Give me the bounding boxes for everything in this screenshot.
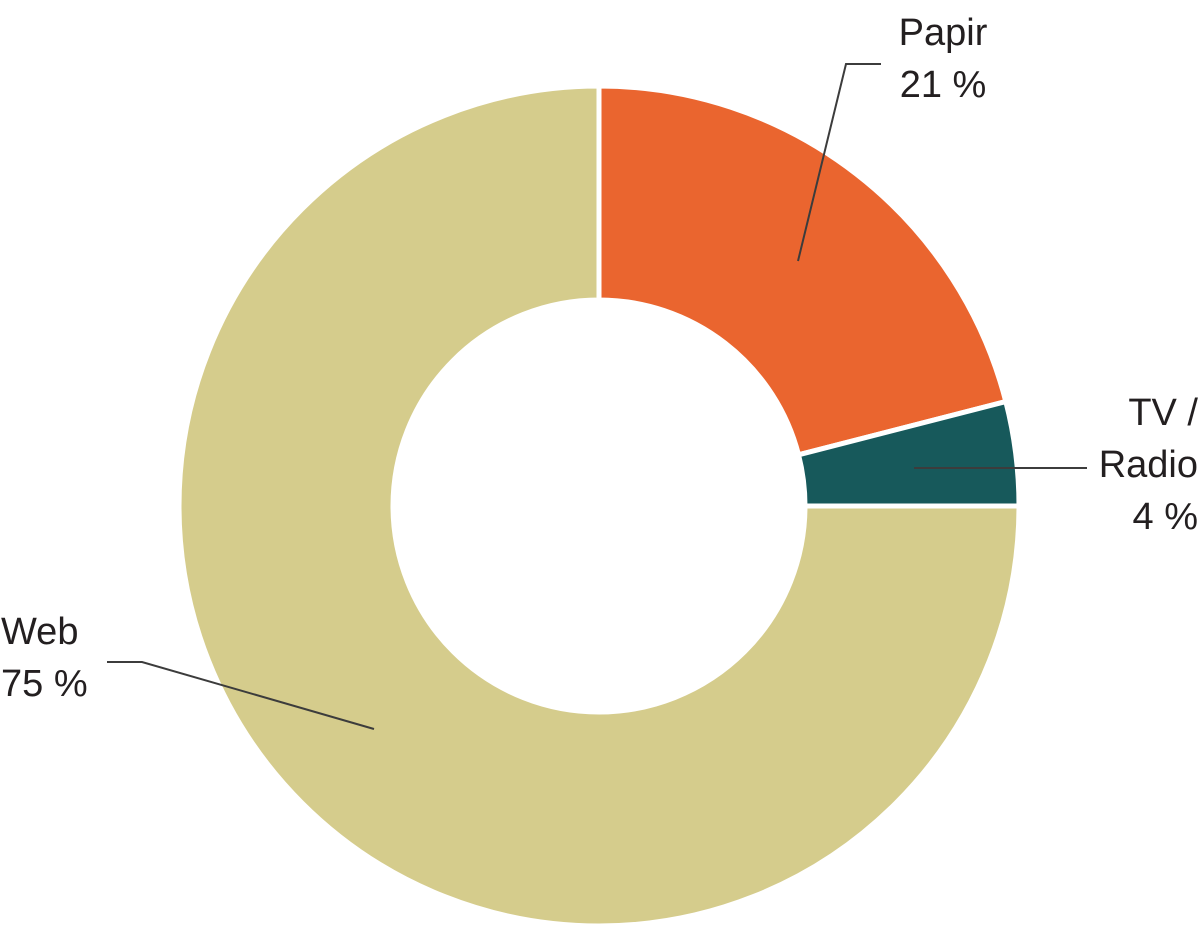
slice-web (176, 83, 1022, 929)
leader-lines (107, 63, 1087, 730)
label-papir-name: Papir (898, 12, 988, 54)
label-web-value: 75 % (1, 663, 88, 705)
label-web-name: Web (1, 611, 79, 653)
label-tv-radio: TV / Radio 4 % (968, 387, 1198, 543)
leader-line-papir (797, 63, 881, 262)
donut-slices (176, 83, 1022, 929)
label-tv-radio-value: 4 % (1132, 496, 1198, 538)
label-tv-radio-name-line2: Radio (1098, 444, 1198, 486)
slice-papir (596, 83, 1009, 458)
label-web: Web 75 % (1, 606, 211, 710)
leader-line-web (107, 661, 375, 730)
label-tv-radio-name-line1: TV / (1128, 392, 1198, 434)
label-papir: Papir 21 % (848, 7, 1038, 111)
label-papir-value: 21 % (899, 64, 987, 106)
